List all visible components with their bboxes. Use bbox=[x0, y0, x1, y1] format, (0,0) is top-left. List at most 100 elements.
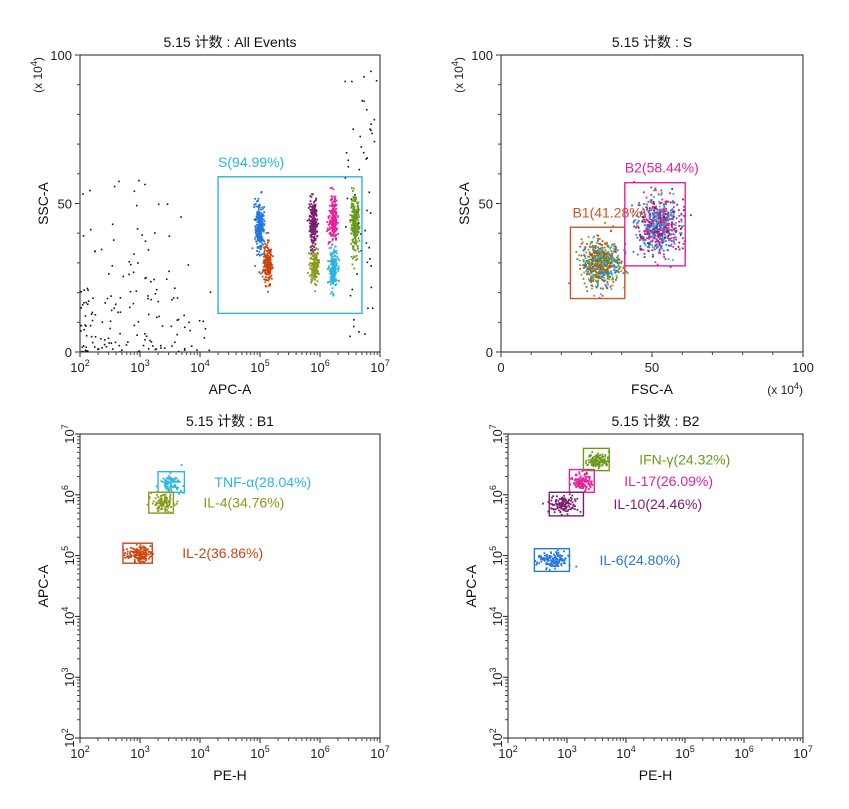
event-point bbox=[315, 197, 318, 200]
event-point bbox=[574, 474, 577, 477]
event-point bbox=[590, 252, 593, 255]
event-point bbox=[119, 311, 122, 313]
event-point bbox=[580, 481, 582, 484]
event-point bbox=[349, 214, 352, 217]
event-point bbox=[578, 486, 581, 489]
event-point bbox=[257, 211, 260, 213]
event-point bbox=[353, 256, 356, 259]
event-point bbox=[659, 212, 662, 215]
event-point bbox=[600, 253, 603, 255]
event-point bbox=[353, 318, 355, 321]
event-point bbox=[271, 267, 274, 270]
event-point bbox=[672, 213, 675, 216]
event-point bbox=[644, 243, 647, 245]
event-point bbox=[672, 246, 675, 248]
event-point bbox=[606, 242, 608, 245]
event-point bbox=[165, 499, 168, 501]
event-point bbox=[639, 235, 642, 238]
event-point bbox=[608, 256, 611, 259]
event-point bbox=[354, 213, 357, 216]
event-point bbox=[129, 263, 132, 266]
event-point bbox=[663, 253, 665, 256]
event-point bbox=[667, 213, 670, 216]
event-point bbox=[311, 229, 314, 232]
event-point bbox=[614, 251, 617, 254]
event-point bbox=[351, 263, 354, 266]
event-point bbox=[592, 278, 595, 281]
event-point bbox=[652, 216, 655, 219]
event-point bbox=[326, 221, 329, 223]
event-point bbox=[604, 249, 607, 252]
event-point bbox=[661, 210, 664, 212]
event-point bbox=[260, 238, 263, 241]
event-point bbox=[633, 219, 636, 222]
event-point bbox=[332, 230, 335, 233]
event-point bbox=[588, 261, 591, 264]
event-point bbox=[330, 210, 333, 212]
event-point bbox=[187, 264, 190, 266]
event-point bbox=[353, 198, 356, 200]
event-point bbox=[557, 555, 560, 558]
x-tick-label: 100 bbox=[792, 360, 814, 375]
event-point bbox=[145, 548, 148, 551]
event-point bbox=[133, 554, 135, 557]
event-point bbox=[666, 248, 669, 251]
event-point bbox=[355, 212, 358, 214]
event-point bbox=[260, 245, 263, 247]
event-point bbox=[667, 223, 669, 226]
event-point bbox=[257, 197, 260, 200]
event-point bbox=[258, 234, 261, 237]
event-point bbox=[190, 345, 193, 347]
event-point bbox=[668, 244, 671, 247]
event-point bbox=[165, 502, 168, 505]
event-point bbox=[592, 256, 594, 259]
event-point bbox=[314, 237, 317, 240]
event-point bbox=[329, 276, 332, 279]
event-point bbox=[591, 451, 594, 454]
event-point bbox=[665, 218, 668, 220]
event-point bbox=[171, 298, 173, 301]
event-point bbox=[595, 454, 597, 457]
event-point bbox=[311, 242, 314, 245]
event-point bbox=[639, 212, 642, 215]
event-point bbox=[334, 195, 337, 198]
event-point bbox=[595, 260, 598, 263]
event-point bbox=[133, 190, 136, 193]
event-point bbox=[314, 223, 317, 226]
event-point bbox=[579, 510, 582, 513]
event-point bbox=[672, 210, 674, 213]
event-point bbox=[328, 214, 331, 217]
event-point bbox=[603, 255, 606, 258]
event-point bbox=[263, 254, 266, 257]
event-point bbox=[337, 280, 340, 283]
event-point bbox=[308, 230, 311, 233]
event-point bbox=[675, 230, 678, 233]
event-point bbox=[673, 211, 676, 214]
event-point bbox=[143, 560, 145, 563]
event-point bbox=[602, 287, 604, 290]
event-point bbox=[142, 546, 144, 549]
event-point bbox=[576, 483, 578, 485]
event-point bbox=[656, 224, 658, 226]
event-point bbox=[597, 452, 599, 455]
event-point bbox=[371, 307, 374, 309]
event-point bbox=[654, 207, 657, 210]
event-point bbox=[595, 263, 597, 265]
event-point bbox=[164, 501, 166, 503]
event-point bbox=[609, 256, 612, 259]
event-point bbox=[589, 268, 592, 271]
event-point bbox=[587, 271, 589, 274]
event-point bbox=[649, 231, 651, 234]
event-point bbox=[85, 301, 88, 304]
event-point bbox=[585, 260, 588, 262]
event-point bbox=[596, 272, 599, 275]
event-point bbox=[314, 272, 316, 275]
event-point bbox=[588, 480, 591, 483]
event-point bbox=[146, 553, 149, 556]
event-point bbox=[163, 481, 166, 484]
event-point bbox=[667, 258, 670, 260]
event-point bbox=[652, 212, 655, 215]
event-point bbox=[659, 226, 662, 229]
event-point bbox=[649, 214, 652, 217]
event-point bbox=[356, 240, 358, 243]
